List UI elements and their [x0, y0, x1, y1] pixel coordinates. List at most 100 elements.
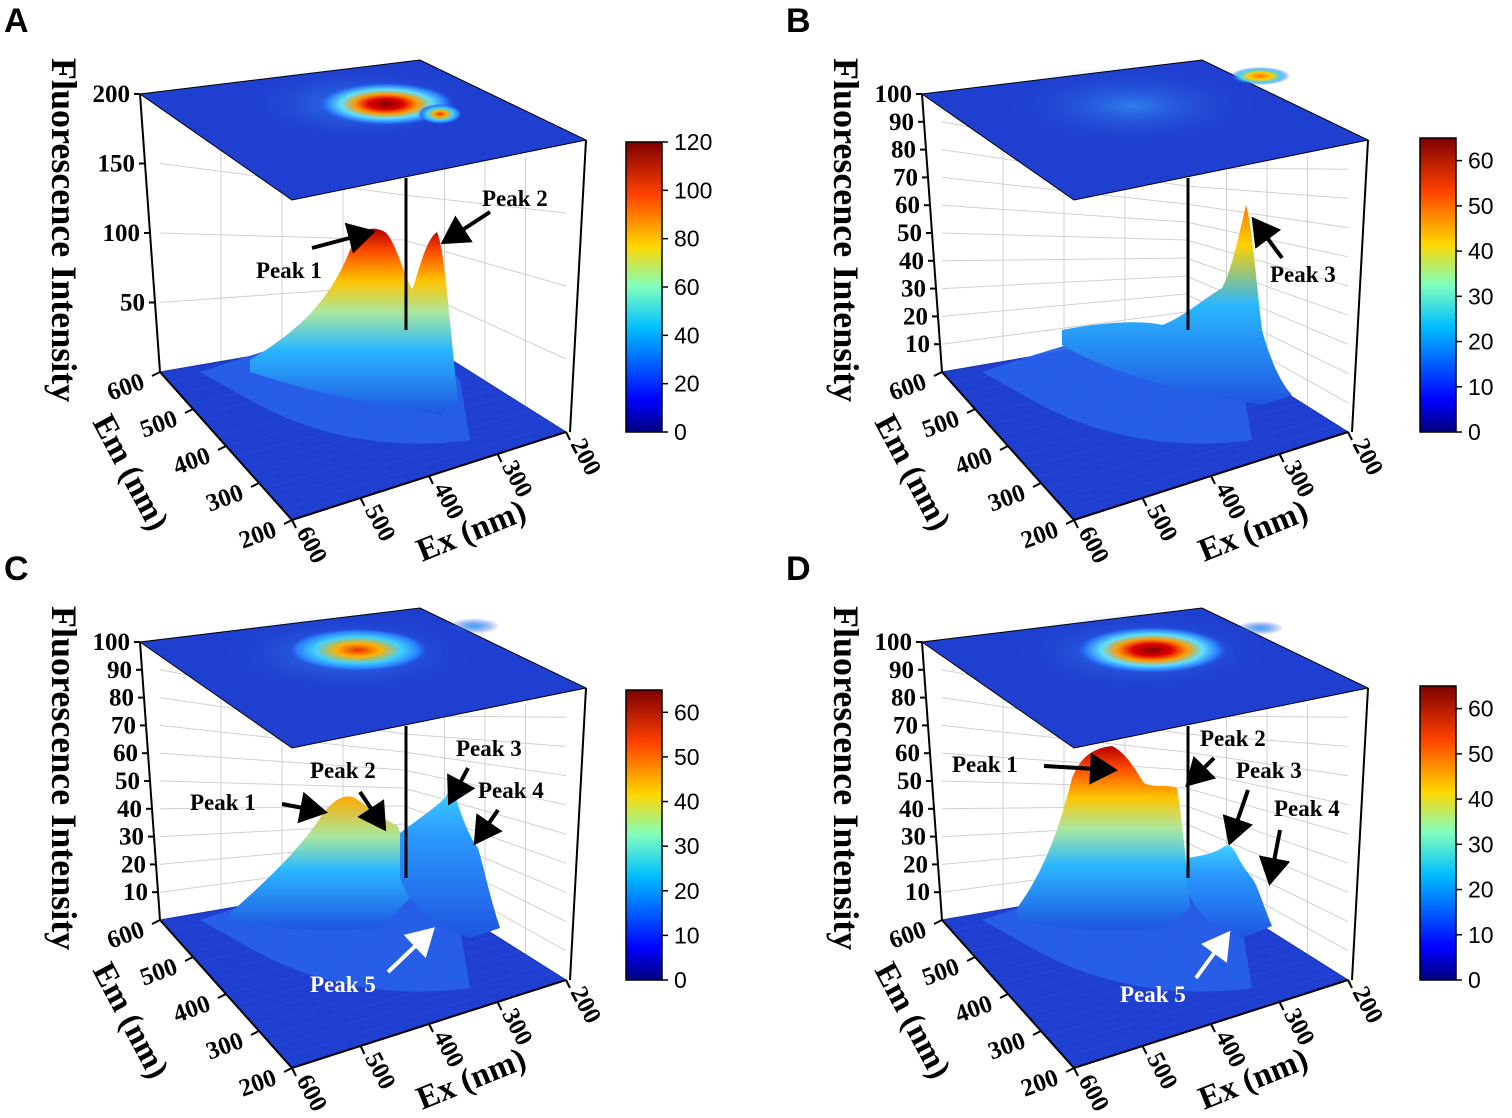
surface [982, 746, 1272, 992]
floor-mesh [1055, 417, 1325, 500]
z-tick-label: 80 [109, 685, 134, 712]
floor-mesh [273, 417, 543, 500]
em-tick-label: 400 [170, 442, 214, 480]
ex-tick-label: 600 [1073, 522, 1114, 568]
annotations: Peak 3 [1251, 216, 1336, 287]
z-tick-label: 100 [875, 629, 913, 656]
annotation-arrow [1258, 829, 1291, 886]
colorbar-tick-label: 10 [674, 922, 700, 948]
ex-tick-mark [291, 1067, 297, 1077]
annotation-label: Peak 3 [456, 736, 522, 761]
floor-mesh [1064, 424, 1337, 510]
em-tick-label: 300 [203, 1027, 247, 1065]
z-axis-right [1351, 139, 1369, 433]
colorbar-tick-label: 60 [674, 699, 700, 725]
annotation-arrow [440, 210, 492, 245]
annotation-arrow [386, 927, 435, 974]
ex-axis-title: Ex (nm) [412, 493, 532, 569]
annotation-label: Peak 5 [1120, 982, 1186, 1007]
z-tick-label: 50 [120, 290, 145, 317]
em-tick-mark [217, 993, 227, 999]
ex-tick-label: 600 [291, 1070, 332, 1116]
colorbar: 0 10 20 30 40 50 60 [625, 689, 700, 993]
em-tick-mark [1032, 1030, 1042, 1036]
colorbar-tick-label: 40 [674, 322, 700, 348]
z-tick-label: 10 [905, 331, 930, 358]
ex-tick-label: 200 [565, 982, 606, 1028]
em-tick-mark [250, 1030, 260, 1036]
surface-peaks-secondary [400, 789, 500, 938]
em-tick-mark [1065, 1067, 1075, 1073]
ex-tick-mark [1073, 1067, 1079, 1077]
colorbar-tick-label: 30 [1468, 283, 1494, 309]
z-tick-label: 80 [891, 685, 916, 712]
em-tick-mark [999, 445, 1009, 451]
floor-mesh [1055, 965, 1325, 1048]
colorbar-tick-label: 60 [1468, 148, 1494, 174]
ex-tick-mark [359, 1045, 366, 1055]
top-hotspot-2 [448, 618, 500, 634]
em-tick-mark [933, 919, 943, 925]
ex-tick-mark [1141, 497, 1148, 507]
z-tick-label: 50 [897, 220, 922, 247]
em-tick-label: 300 [985, 479, 1029, 517]
colorbar: 0 10 20 30 40 50 60 [1419, 685, 1494, 993]
colorbar-tick-label: 20 [674, 878, 700, 904]
em-tick-label: 200 [236, 516, 280, 554]
annotation-label: Peak 3 [1236, 758, 1302, 783]
ex-tick-mark [359, 497, 366, 507]
annotations: Peak 1 Peak 2 Peak 3 Peak 4 Peak 5 [190, 736, 544, 997]
z-axis-right [569, 139, 587, 433]
surface [200, 228, 470, 444]
ex-tick-label: 500 [1141, 1048, 1182, 1094]
em-tick-mark [184, 408, 194, 414]
em-tick-label: 600 [104, 368, 148, 406]
z-tick-label: 10 [905, 879, 930, 906]
z-tick-label: 90 [889, 657, 914, 684]
surface-peaks-secondary [1187, 845, 1272, 938]
ex-tick-mark [496, 453, 503, 463]
z-tick-label: 70 [893, 712, 918, 739]
colorbar-tick-label: 0 [1468, 419, 1481, 445]
em-tick-label: 500 [137, 405, 181, 443]
top-haze [1002, 66, 1262, 146]
z-tick-label: 30 [119, 824, 144, 851]
annotations: Peak 1 Peak 2 [256, 186, 548, 283]
colorbar-tick-label: 10 [1468, 922, 1494, 948]
colorbar-gradient [625, 689, 663, 981]
annotation-label: Peak 1 [256, 258, 322, 283]
colorbar-tick-label: 100 [674, 177, 712, 203]
floor-mesh [263, 957, 532, 1037]
annotation-label: Peak 2 [482, 186, 548, 211]
em-tick-mark [966, 956, 976, 962]
z-tick-label: 60 [895, 192, 920, 219]
annotation-label: Peak 2 [1200, 726, 1266, 751]
em-tick-label: 500 [137, 953, 181, 991]
em-tick-mark [283, 1067, 293, 1073]
top-hotspot-2 [1236, 621, 1284, 635]
annotation-arrow [447, 767, 476, 806]
ex-tick-label: 600 [291, 522, 332, 568]
annotation-arrow [281, 791, 328, 824]
em-tick-label: 200 [236, 1064, 280, 1102]
floor-mesh [263, 409, 532, 489]
z-tick-label: 150 [98, 151, 136, 178]
annotation-label: Peak 1 [190, 790, 256, 815]
z-tick-label: 30 [901, 276, 926, 303]
surface-peaks [1017, 746, 1190, 931]
z-axis-title: Fluorescence Intensity [44, 606, 84, 950]
z-ticks: 50 100 150 200 [93, 81, 155, 317]
annotation-arrow [311, 222, 376, 254]
em-tick-label: 600 [886, 368, 930, 406]
floor-mesh [273, 965, 543, 1048]
colorbar-tick-label: 30 [674, 833, 700, 859]
em-tick-label: 200 [1018, 516, 1062, 554]
colorbar-tick-label: 50 [1468, 193, 1494, 219]
colorbar-tick-label: 60 [1468, 696, 1494, 722]
